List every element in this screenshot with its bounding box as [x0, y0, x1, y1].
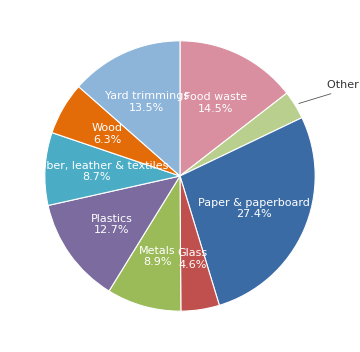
Wedge shape — [180, 176, 219, 311]
Text: Glass
4.6%: Glass 4.6% — [177, 248, 208, 270]
Wedge shape — [109, 176, 181, 311]
Text: Rubber, leather & textiles
8.7%: Rubber, leather & textiles 8.7% — [24, 161, 168, 182]
Wedge shape — [180, 41, 287, 176]
Text: Food waste
14.5%: Food waste 14.5% — [184, 92, 247, 114]
Text: Wood
6.3%: Wood 6.3% — [92, 123, 123, 145]
Text: Paper & paperboard
27.4%: Paper & paperboard 27.4% — [198, 198, 310, 220]
Wedge shape — [45, 133, 180, 206]
Text: Yard trimmings
13.5%: Yard trimmings 13.5% — [104, 91, 189, 113]
Wedge shape — [180, 118, 315, 305]
Text: Other 3.4%: Other 3.4% — [299, 80, 360, 103]
Wedge shape — [78, 41, 180, 176]
Wedge shape — [48, 176, 180, 291]
Text: Metals
8.9%: Metals 8.9% — [139, 246, 176, 268]
Wedge shape — [180, 93, 302, 176]
Text: Plastics
12.7%: Plastics 12.7% — [91, 214, 133, 235]
Wedge shape — [52, 87, 180, 176]
